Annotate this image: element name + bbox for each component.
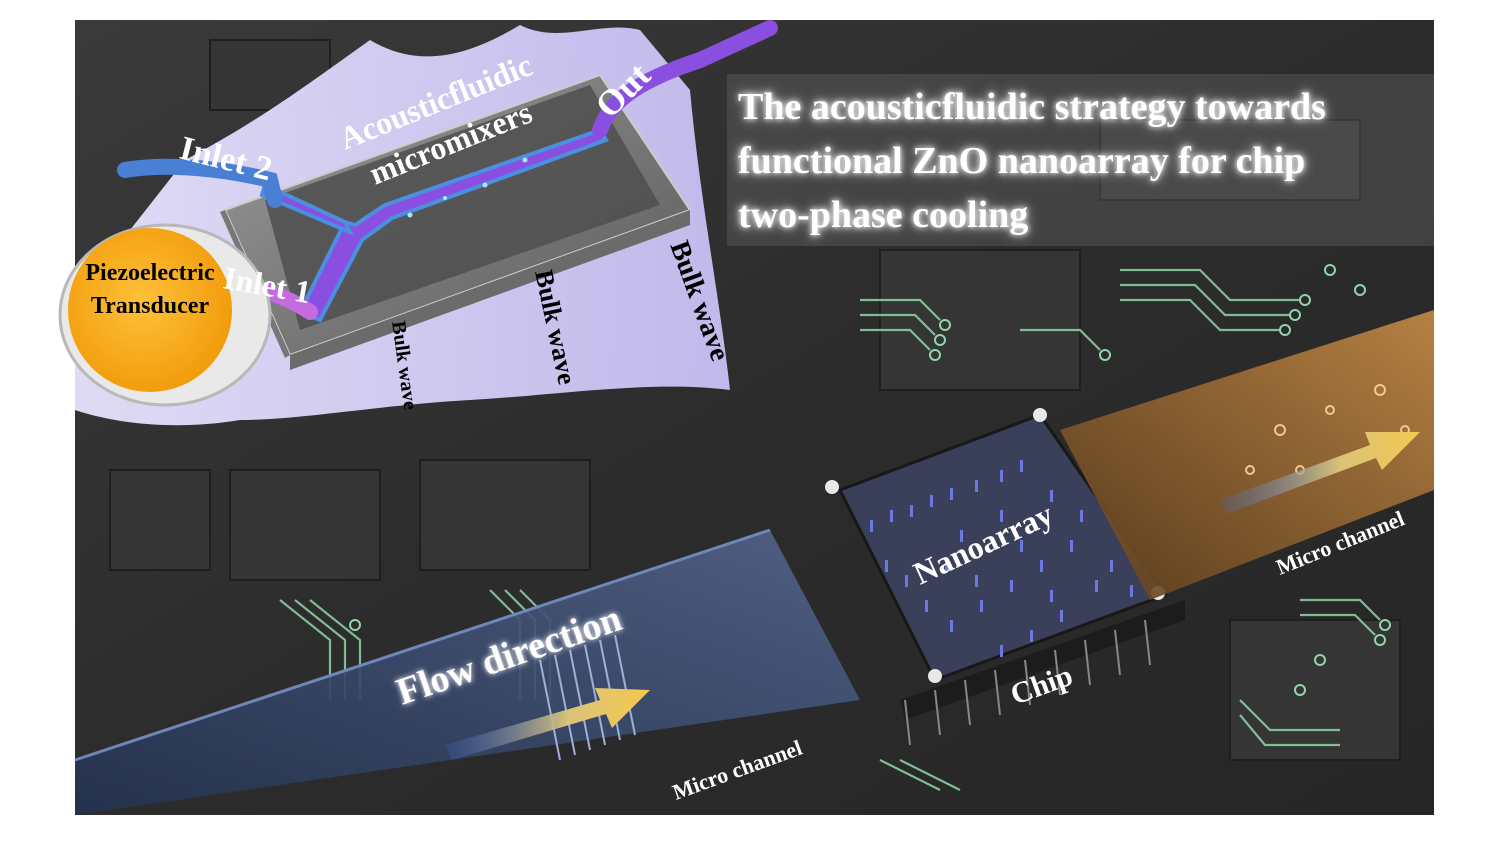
piezoelectric-transducer — [68, 228, 232, 392]
title-panel — [727, 74, 1434, 246]
label-transducer-line2: Transducer — [91, 293, 210, 319]
micromixer-device — [220, 73, 692, 370]
microchannel-branch — [259, 182, 355, 236]
title-line-3: two-phase cooling — [738, 194, 1029, 236]
label-transducer-line1: Piezoelectric — [85, 260, 215, 286]
nanoarray-rods — [870, 460, 1133, 657]
title-line-2: functional ZnO nanoarray for chip — [738, 140, 1306, 182]
title-line-1: The acousticfluidic strategy towards — [738, 86, 1326, 128]
inlet2-tube — [117, 158, 283, 208]
chip-body — [837, 413, 1168, 682]
flow-arrow-left — [445, 688, 650, 760]
outlet-micro-channel — [1060, 310, 1434, 600]
flow-arrow-right — [1220, 432, 1420, 514]
outlet-tube — [592, 20, 778, 138]
chip-assembly — [825, 408, 1185, 746]
board-blocks — [109, 39, 1401, 761]
circuit-pads — [349, 264, 1391, 696]
inlet-micro-channel — [75, 530, 860, 815]
outlet-bubbles — [1245, 384, 1410, 475]
